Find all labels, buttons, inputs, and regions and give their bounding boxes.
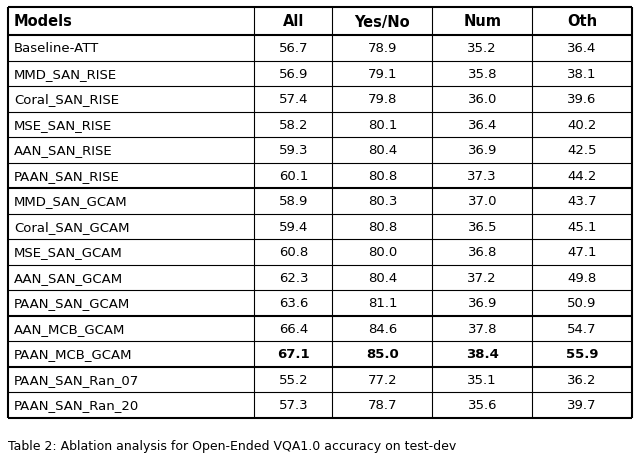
Text: 36.9: 36.9 xyxy=(468,144,497,157)
Text: 80.4: 80.4 xyxy=(368,271,397,284)
Text: 37.2: 37.2 xyxy=(467,271,497,284)
Text: 77.2: 77.2 xyxy=(367,373,397,386)
Text: 35.1: 35.1 xyxy=(467,373,497,386)
Text: 35.6: 35.6 xyxy=(467,398,497,411)
Text: 37.8: 37.8 xyxy=(467,322,497,335)
Text: 36.4: 36.4 xyxy=(468,119,497,131)
Text: 36.5: 36.5 xyxy=(467,220,497,233)
Text: 85.0: 85.0 xyxy=(366,348,399,361)
Text: 79.8: 79.8 xyxy=(368,93,397,106)
Text: 55.9: 55.9 xyxy=(566,348,598,361)
Text: 36.0: 36.0 xyxy=(468,93,497,106)
Text: Num: Num xyxy=(463,14,501,30)
Text: 80.8: 80.8 xyxy=(368,220,397,233)
Text: 38.1: 38.1 xyxy=(567,68,597,81)
Text: 59.3: 59.3 xyxy=(279,144,308,157)
Text: Baseline-ATT: Baseline-ATT xyxy=(14,42,99,55)
Text: PAAN_SAN_RISE: PAAN_SAN_RISE xyxy=(14,169,120,182)
Text: 54.7: 54.7 xyxy=(567,322,597,335)
Text: Models: Models xyxy=(14,14,73,30)
Text: 42.5: 42.5 xyxy=(567,144,597,157)
Text: 81.1: 81.1 xyxy=(367,297,397,310)
Text: 47.1: 47.1 xyxy=(567,246,597,259)
Text: 59.4: 59.4 xyxy=(279,220,308,233)
Text: 56.9: 56.9 xyxy=(279,68,308,81)
Text: 44.2: 44.2 xyxy=(568,169,596,182)
Text: 39.7: 39.7 xyxy=(567,398,597,411)
Text: 63.6: 63.6 xyxy=(279,297,308,310)
Text: 80.1: 80.1 xyxy=(368,119,397,131)
Text: 38.4: 38.4 xyxy=(466,348,499,361)
Text: 43.7: 43.7 xyxy=(567,195,597,208)
Text: 45.1: 45.1 xyxy=(567,220,597,233)
Text: 78.7: 78.7 xyxy=(367,398,397,411)
Text: MSE_SAN_GCAM: MSE_SAN_GCAM xyxy=(14,246,123,259)
Text: 37.0: 37.0 xyxy=(467,195,497,208)
Text: 35.8: 35.8 xyxy=(467,68,497,81)
Text: 84.6: 84.6 xyxy=(368,322,397,335)
Text: 39.6: 39.6 xyxy=(568,93,596,106)
Text: AAN_MCB_GCAM: AAN_MCB_GCAM xyxy=(14,322,125,335)
Text: AAN_SAN_GCAM: AAN_SAN_GCAM xyxy=(14,271,123,284)
Text: MMD_SAN_GCAM: MMD_SAN_GCAM xyxy=(14,195,127,208)
Text: PAAN_SAN_GCAM: PAAN_SAN_GCAM xyxy=(14,297,131,310)
Text: 56.7: 56.7 xyxy=(279,42,308,55)
Text: 55.2: 55.2 xyxy=(278,373,308,386)
Text: 60.8: 60.8 xyxy=(279,246,308,259)
Text: 36.2: 36.2 xyxy=(567,373,597,386)
Text: 40.2: 40.2 xyxy=(568,119,596,131)
Text: 80.8: 80.8 xyxy=(368,169,397,182)
Text: 80.0: 80.0 xyxy=(368,246,397,259)
Text: 49.8: 49.8 xyxy=(568,271,596,284)
Text: 78.9: 78.9 xyxy=(368,42,397,55)
Text: 80.4: 80.4 xyxy=(368,144,397,157)
Text: 37.3: 37.3 xyxy=(467,169,497,182)
Text: MMD_SAN_RISE: MMD_SAN_RISE xyxy=(14,68,117,81)
Text: Coral_SAN_GCAM: Coral_SAN_GCAM xyxy=(14,220,129,233)
Text: 36.8: 36.8 xyxy=(468,246,497,259)
Text: MSE_SAN_RISE: MSE_SAN_RISE xyxy=(14,119,112,131)
Text: Yes/No: Yes/No xyxy=(355,14,410,30)
Text: 57.3: 57.3 xyxy=(278,398,308,411)
Text: 58.9: 58.9 xyxy=(279,195,308,208)
Text: AAN_SAN_RISE: AAN_SAN_RISE xyxy=(14,144,113,157)
Text: 67.1: 67.1 xyxy=(277,348,310,361)
Text: 57.4: 57.4 xyxy=(279,93,308,106)
Text: 35.2: 35.2 xyxy=(467,42,497,55)
Text: 79.1: 79.1 xyxy=(367,68,397,81)
Text: PAAN_MCB_GCAM: PAAN_MCB_GCAM xyxy=(14,348,132,361)
Text: PAAN_SAN_Ran_07: PAAN_SAN_Ran_07 xyxy=(14,373,140,386)
Text: All: All xyxy=(283,14,304,30)
Text: Table 2: Ablation analysis for Open-Ended VQA1.0 accuracy on test-dev: Table 2: Ablation analysis for Open-Ende… xyxy=(8,439,456,452)
Text: 50.9: 50.9 xyxy=(568,297,596,310)
Text: 80.3: 80.3 xyxy=(368,195,397,208)
Text: 62.3: 62.3 xyxy=(279,271,308,284)
Text: Coral_SAN_RISE: Coral_SAN_RISE xyxy=(14,93,119,106)
Text: PAAN_SAN_Ran_20: PAAN_SAN_Ran_20 xyxy=(14,398,140,411)
Text: 36.9: 36.9 xyxy=(468,297,497,310)
Text: 66.4: 66.4 xyxy=(279,322,308,335)
Text: 60.1: 60.1 xyxy=(279,169,308,182)
Text: 58.2: 58.2 xyxy=(279,119,308,131)
Text: 36.4: 36.4 xyxy=(568,42,596,55)
Text: Oth: Oth xyxy=(567,14,597,30)
